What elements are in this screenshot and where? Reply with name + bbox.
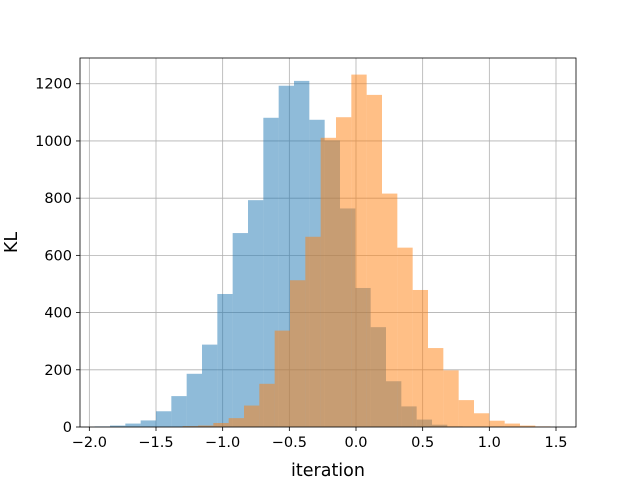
histogram-bars	[94, 74, 551, 428]
y-tick-label: 1000	[35, 134, 72, 150]
x-tick-label: 0.5	[411, 435, 434, 451]
y-tick-label: 800	[44, 191, 72, 207]
histogram-bar-series-2	[504, 423, 520, 427]
histogram-bar-series-2	[474, 413, 490, 427]
histogram-bar-series-2	[382, 193, 398, 427]
histogram-bar-series-1	[202, 344, 218, 427]
histogram-bar-series-2	[458, 400, 474, 427]
histogram-bar-series-2	[397, 247, 413, 427]
histogram-bar-series-2	[336, 117, 352, 428]
histogram-bar-series-1	[186, 373, 202, 427]
plot-frame	[79, 57, 577, 428]
histogram-bar-series-2	[443, 370, 459, 427]
histogram-bar-series-2	[489, 420, 505, 427]
histogram-bar-series-2	[182, 426, 198, 427]
y-tick-label: 400	[44, 306, 72, 322]
histogram-bar-series-1	[125, 423, 141, 427]
histogram-bar-series-1	[232, 233, 248, 427]
histogram-bar-series-2	[213, 422, 229, 427]
histogram-bar-series-2	[290, 280, 306, 427]
y-tick-label: 0	[63, 420, 72, 436]
histogram-bar-series-2	[274, 330, 290, 427]
x-tick-label: 1.0	[478, 435, 501, 451]
histogram-bar-series-2	[320, 137, 336, 427]
histogram-bar-series-1	[217, 293, 233, 427]
x-tick-label: −0.5	[272, 435, 307, 451]
histogram-bar-series-2	[198, 425, 214, 427]
histogram-bar-series-1	[140, 420, 156, 427]
x-tick-label: 1.5	[544, 435, 567, 451]
y-tick-label: 600	[44, 248, 72, 264]
x-tick-label: 0.0	[344, 435, 367, 451]
axis-ticks: −2.0 −1.5 −1.0 −0.5 0.0 0.5 1.0 1.5 0 200 400 600 80…	[35, 77, 567, 451]
x-axis-label: iteration	[291, 461, 365, 480]
histogram-bar-series-1	[110, 425, 126, 427]
x-tick-label: −1.5	[138, 435, 173, 451]
histogram-bar-series-2	[366, 94, 382, 428]
histogram-bar-series-2	[244, 405, 260, 427]
histogram-bar-series-2	[305, 236, 321, 427]
histogram-bar-series-2	[228, 418, 244, 427]
histogram-bar-series-2	[351, 74, 367, 427]
histogram-bar-series-2	[520, 425, 536, 427]
histogram-bar-series-2	[428, 348, 444, 427]
x-tick-label: −1.0	[205, 435, 240, 451]
histogram-bar-series-1	[156, 411, 172, 427]
y-tick-label: 1200	[35, 77, 72, 93]
histogram-bar-series-1	[248, 200, 264, 427]
y-axis-label: KL	[2, 232, 22, 253]
histogram-bar-series-2	[259, 383, 275, 427]
y-tick-label: 200	[44, 363, 72, 379]
x-tick-label: −2.0	[72, 435, 107, 451]
histogram-bar-series-2	[412, 289, 428, 427]
histogram-bar-series-1	[171, 396, 187, 427]
